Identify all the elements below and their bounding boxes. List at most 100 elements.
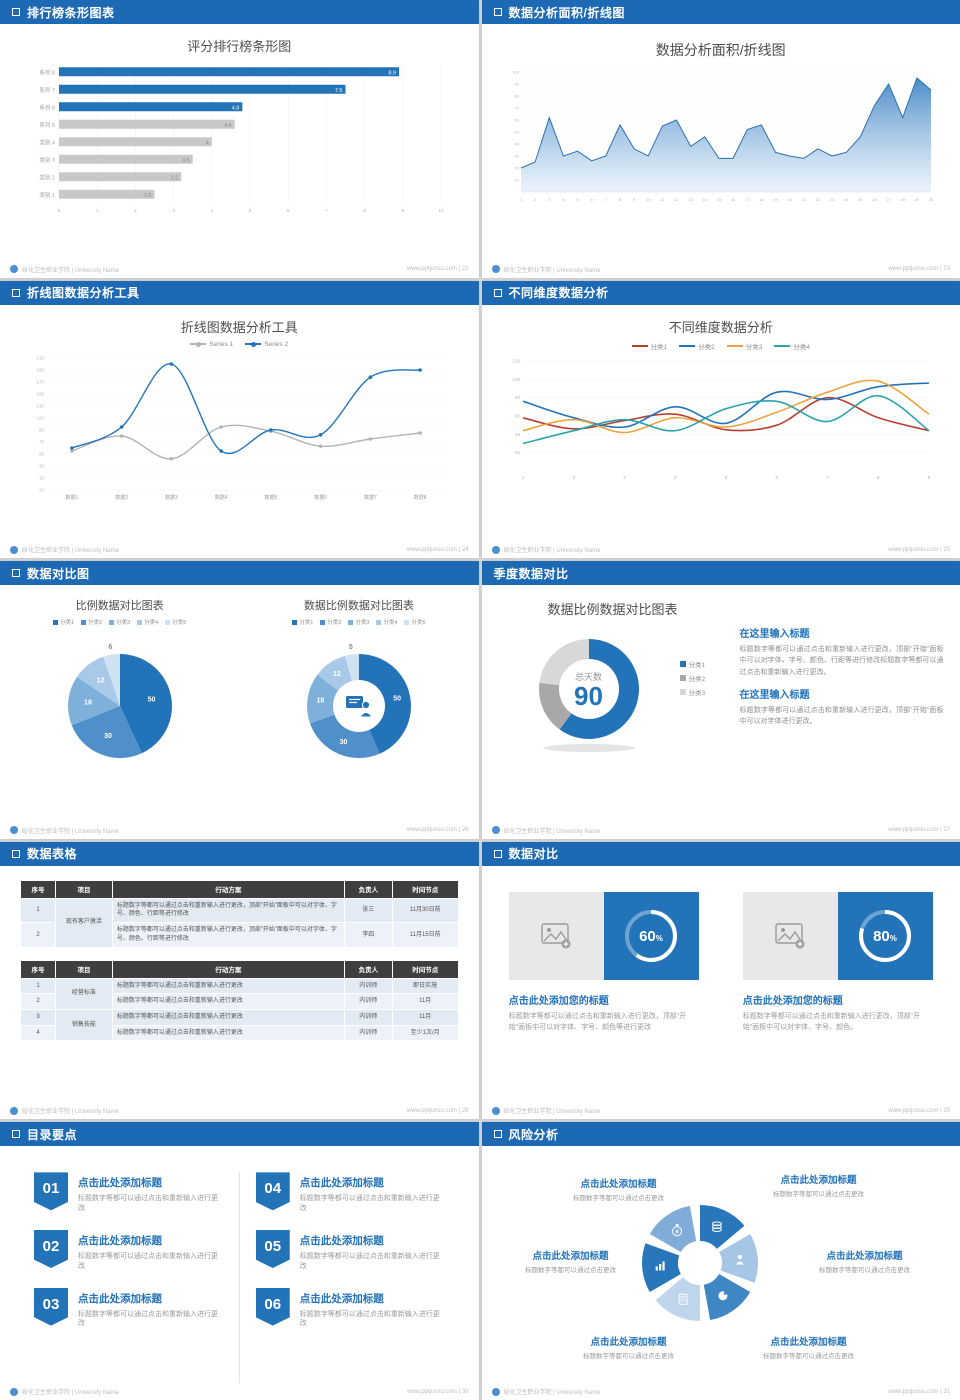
toc-item: 02 点击此处添加标题 标题数字等都可以通过点击和重新输入进行更改 bbox=[34, 1229, 223, 1272]
legend-item: 分类2 bbox=[679, 673, 705, 683]
university-logo-icon bbox=[491, 826, 500, 835]
legend-marker bbox=[52, 619, 58, 625]
svg-text:90: 90 bbox=[514, 82, 519, 87]
toc-item-title: 点击此处添加标题 bbox=[78, 1177, 162, 1190]
svg-text:数据3: 数据3 bbox=[165, 494, 178, 501]
table-row: 2 标题数字等都可以通过点击和重新输入进行更改 内训师 11月 bbox=[20, 993, 459, 1010]
svg-text:21: 21 bbox=[801, 197, 806, 202]
legend-item: 分类1 bbox=[52, 618, 74, 626]
slide-footer: 绥化卫生职业学院 | University Name www.pptjunsu.… bbox=[482, 1383, 960, 1400]
slide-footer: 绥化卫生职业学院 | University Name www.pptjunsu.… bbox=[0, 1383, 479, 1400]
svg-text:类别 1: 类别 1 bbox=[40, 191, 56, 199]
svg-text:系列 5: 系列 5 bbox=[40, 121, 56, 129]
slide-data-comparison-pies[interactable]: 数据对比图 比例数据对比图表 分类1 分类2 分类3 分类4 分类5 50 30 18 12 6… bbox=[0, 561, 479, 839]
toc-item-body: 标题数字等都可以通过点击和重新输入进行更改 bbox=[78, 1310, 218, 1328]
legend-marker bbox=[292, 619, 298, 625]
legend-item: 分类3 bbox=[726, 341, 762, 351]
legend-marker bbox=[631, 344, 648, 347]
svg-text:8.9: 8.9 bbox=[389, 70, 397, 76]
slide-header-bar: 数据对比 bbox=[481, 841, 960, 866]
svg-text:2.5: 2.5 bbox=[144, 193, 152, 199]
slide-ranking-bar-chart[interactable]: 排行榜条形图表 评分排行榜条形图 0 1 2 3 4 5 6 7 8 9 10 系列 8 8.9 系列 7… bbox=[0, 0, 479, 278]
slide-risk-analysis[interactable]: 风险分析 ¥ 点击此处添加标题 标题数字等都可以通过点击更改 点击此处添加标题 … bbox=[481, 1122, 960, 1400]
svg-text:12: 12 bbox=[333, 671, 341, 678]
slide-header-bar: 数据表格 bbox=[0, 841, 479, 866]
svg-text:4: 4 bbox=[562, 197, 565, 202]
comparison-card: 80% 点击此处添加您的标题 标题数字等都可以通过点击和重新输入进行更改，顶部“… bbox=[742, 891, 933, 1034]
action-table-2: 序号 项目 行动方案 负责人 时间节点 1 经营标准 标题数字等都可以通过点击和重新输入进行更… bbox=[20, 959, 459, 1042]
card-title: 点击此处添加您的标题 bbox=[742, 995, 843, 1007]
table-header-cell: 时间节点 bbox=[391, 879, 459, 899]
footer-page-number: 24 bbox=[461, 546, 469, 553]
table-cell: 2 bbox=[20, 993, 56, 1010]
footer-page-number: 26 bbox=[461, 827, 469, 834]
risk-label: 点击此处添加标题 标题数字等都可以通过点击更改 bbox=[790, 1248, 940, 1274]
svg-text:4: 4 bbox=[674, 475, 677, 480]
svg-text:5: 5 bbox=[576, 197, 579, 202]
slide-area-line-chart[interactable]: 数据分析面积/折线图 数据分析面积/折线图 10 20 30 40 50 60 70 80 90… bbox=[481, 0, 960, 278]
slide-data-tables[interactable]: 数据表格 序号 项目 行动方案 负责人 时间节点 1 现有客户激活 标题数字等都可以通过点击和… bbox=[0, 841, 479, 1120]
slide-footer: 绥化卫生职业学院 | University Name www.pptjunsu.… bbox=[482, 1102, 960, 1119]
progress-ring-60: 60% bbox=[625, 909, 678, 962]
svg-text:80%: 80% bbox=[873, 928, 897, 945]
svg-text:6: 6 bbox=[775, 475, 778, 480]
risk-label-body: 标题数字等都可以通过点击更改 bbox=[573, 1195, 664, 1203]
svg-text:24: 24 bbox=[844, 197, 849, 202]
slide-header-title: 风险分析 bbox=[508, 1127, 559, 1142]
risk-label-body: 标题数字等都可以通过点击更改 bbox=[525, 1267, 616, 1275]
footer-brand: 绥化卫生职业学院 | University Name bbox=[10, 826, 119, 835]
svg-text:100: 100 bbox=[512, 376, 520, 381]
donut-legend: 分类1 分类2 分类3 分类4 分类5 bbox=[239, 618, 478, 626]
svg-text:类别 4: 类别 4 bbox=[40, 138, 56, 146]
svg-text:4: 4 bbox=[206, 140, 209, 146]
table-cell: 11月15日前 bbox=[391, 922, 459, 948]
legend-item: 分类2 bbox=[81, 618, 102, 626]
svg-text:6: 6 bbox=[287, 208, 290, 213]
legend-item: 分类2 bbox=[320, 618, 341, 626]
slide-multi-dimension-chart[interactable]: 不同维度数据分析 不同维度数据分析 分类1 分类2 分类3 分类4 20 40 60 80 1… bbox=[481, 280, 960, 559]
risk-label-body: 标题数字等都可以通过点击更改 bbox=[819, 1267, 910, 1275]
slide-quarterly-comparison[interactable]: 季度数据对比 数据比例数据对比图表 总天数 90 分类1 分类2 分类3 在这里输入… bbox=[481, 561, 960, 839]
risk-label-title: 点击此处添加标题 bbox=[580, 1179, 657, 1191]
svg-text:70: 70 bbox=[39, 439, 45, 444]
slide-header-bar: 数据分析面积/折线图 bbox=[481, 0, 960, 24]
university-logo-icon bbox=[491, 545, 500, 554]
svg-text:110: 110 bbox=[37, 415, 45, 420]
footer-page-number: 23 bbox=[943, 266, 950, 273]
svg-text:16: 16 bbox=[731, 197, 736, 202]
pie-chart: 50 30 18 12 6 bbox=[67, 644, 172, 759]
svg-text:数据6: 数据6 bbox=[314, 494, 327, 501]
svg-text:30: 30 bbox=[929, 197, 934, 202]
footer-page-info: www.pptjunsu.com | 31 bbox=[888, 1388, 950, 1395]
table-cell: 即日实施 bbox=[391, 977, 459, 995]
slide-percent-comparison[interactable]: 数据对比 bbox=[481, 841, 960, 1120]
slide-header-title: 数据对比 bbox=[508, 847, 559, 862]
footer-site: www.pptjunsu.com bbox=[406, 266, 457, 273]
table-header-cell: 时间节点 bbox=[391, 959, 459, 979]
university-logo-icon bbox=[10, 1387, 18, 1396]
svg-text:7: 7 bbox=[604, 197, 607, 202]
image-placeholder bbox=[508, 891, 604, 980]
toc-item-body: 标题数字等都可以通过点击和重新输入进行更改 bbox=[78, 1252, 218, 1270]
table-cell: 至少1次/月 bbox=[391, 1024, 459, 1042]
progress-panel: 80% bbox=[837, 891, 933, 980]
table-cell: 销售技能 bbox=[55, 1008, 113, 1042]
table-header-cell: 项目 bbox=[55, 879, 113, 899]
svg-text:150: 150 bbox=[37, 391, 45, 396]
slide-header-title: 折线图数据分析工具 bbox=[27, 286, 140, 301]
square-bullet-icon bbox=[493, 288, 502, 297]
donut-legend: 分类1 分类2 分类3 bbox=[679, 659, 705, 697]
pie-chart-panel: 比例数据对比图表 分类1 分类2 分类3 分类4 分类5 50 30 18 12 6 bbox=[0, 585, 239, 822]
svg-text:12: 12 bbox=[96, 678, 104, 685]
slide-toc-points[interactable]: 目录要点 01 点击此处添加标题 标题数字等都可以通过点击和重新输入进行更改 0… bbox=[0, 1122, 479, 1400]
slide-line-chart-tool[interactable]: 折线图数据分析工具 折线图数据分析工具 Series 1 Series 2 210… bbox=[0, 280, 479, 559]
svg-text:12: 12 bbox=[674, 197, 679, 202]
footer-brand: 绥化卫生职业学院 | University Name bbox=[491, 1387, 600, 1396]
svg-text:17: 17 bbox=[745, 197, 750, 202]
svg-text:30: 30 bbox=[104, 733, 112, 740]
svg-text:数据1: 数据1 bbox=[66, 494, 79, 501]
svg-text:90: 90 bbox=[39, 427, 45, 432]
svg-text:50: 50 bbox=[393, 695, 401, 702]
table-cell: 标题数字等都可以通过点击和重新输入进行更改 bbox=[111, 1008, 345, 1026]
university-logo-icon bbox=[491, 265, 500, 274]
